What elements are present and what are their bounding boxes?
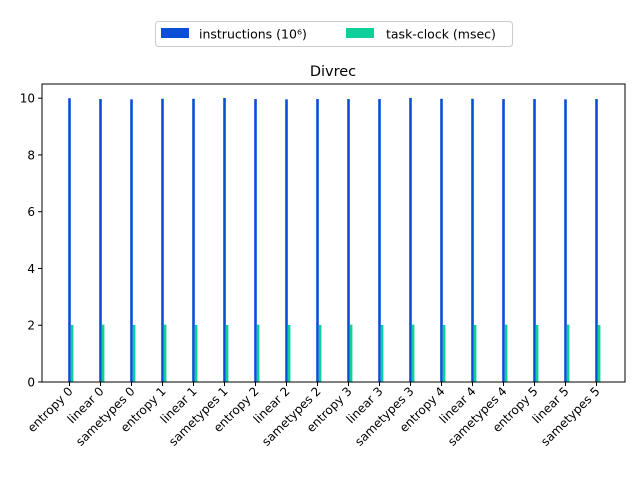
bar-instructions-5 bbox=[223, 97, 226, 382]
bar-instructions-7 bbox=[285, 99, 288, 382]
legend: instructions (10⁶) task-clock (msec) bbox=[155, 21, 513, 47]
bars bbox=[68, 97, 601, 382]
legend-label-1: task-clock (msec) bbox=[386, 27, 496, 42]
bar-task-clock-12 bbox=[442, 324, 446, 382]
bar-instructions-14 bbox=[502, 99, 505, 382]
y-tick-label: 6 bbox=[27, 205, 35, 219]
bar-instructions-10 bbox=[378, 99, 381, 382]
bar-task-clock-8 bbox=[318, 324, 322, 382]
bar-instructions-6 bbox=[254, 99, 257, 382]
bar-task-clock-14 bbox=[504, 324, 508, 382]
legend-label-0: instructions (10⁶) bbox=[199, 27, 307, 42]
bar-task-clock-13 bbox=[473, 324, 477, 382]
bar-task-clock-9 bbox=[349, 324, 353, 382]
bar-task-clock-3 bbox=[163, 324, 167, 382]
bar-instructions-2 bbox=[130, 99, 133, 382]
legend-swatch-1 bbox=[346, 28, 374, 38]
bar-instructions-9 bbox=[347, 99, 350, 382]
bar-task-clock-11 bbox=[411, 324, 415, 382]
bar-instructions-17 bbox=[595, 99, 598, 382]
bar-task-clock-1 bbox=[101, 324, 105, 382]
bar-task-clock-17 bbox=[597, 324, 601, 382]
bar-instructions-3 bbox=[161, 98, 164, 382]
bar-task-clock-0 bbox=[70, 324, 74, 382]
bar-instructions-13 bbox=[471, 98, 474, 382]
bar-task-clock-5 bbox=[225, 324, 229, 382]
y-tick-label: 8 bbox=[27, 148, 35, 162]
bar-instructions-4 bbox=[192, 98, 195, 382]
bar-task-clock-6 bbox=[256, 324, 260, 382]
y-tick-label: 2 bbox=[27, 319, 35, 333]
bar-instructions-1 bbox=[99, 99, 102, 382]
legend-swatch-0 bbox=[161, 28, 189, 38]
bar-instructions-11 bbox=[409, 97, 412, 382]
bar-task-clock-4 bbox=[194, 324, 198, 382]
y-tick-label: 10 bbox=[20, 92, 35, 106]
bar-instructions-0 bbox=[68, 98, 71, 382]
legend-box bbox=[155, 21, 513, 47]
plot-frame bbox=[41, 83, 626, 383]
y-tick-label: 0 bbox=[27, 376, 35, 390]
bar-task-clock-15 bbox=[535, 324, 539, 382]
bar-instructions-16 bbox=[564, 99, 567, 382]
x-tick-label: entropy 0 bbox=[25, 384, 76, 435]
bar-instructions-15 bbox=[533, 99, 536, 382]
bar-task-clock-16 bbox=[566, 324, 570, 382]
chart-title: Divrec bbox=[310, 64, 356, 80]
y-tick-label: 4 bbox=[27, 262, 35, 276]
bar-task-clock-2 bbox=[132, 324, 136, 382]
bar-task-clock-10 bbox=[380, 324, 384, 382]
bar-task-clock-7 bbox=[287, 324, 291, 382]
y-axis: 0 2 4 6 8 10 bbox=[20, 92, 42, 390]
bar-instructions-8 bbox=[316, 99, 319, 382]
bar-instructions-12 bbox=[440, 98, 443, 382]
